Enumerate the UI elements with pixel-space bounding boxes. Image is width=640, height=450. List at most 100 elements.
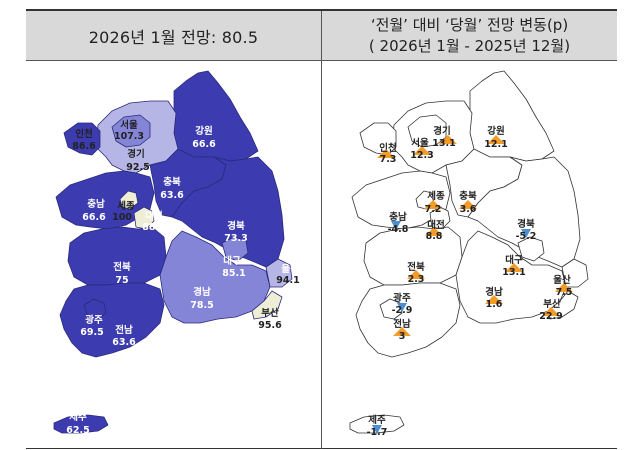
change-gwangju-name: 광주: [393, 292, 411, 304]
region-daejeon: [133, 206, 155, 230]
label-jeonbuk-value: 75: [115, 275, 128, 286]
label-gwangju-name: 광주: [85, 314, 103, 326]
up-arrow-icon-seoul: [413, 146, 431, 155]
label-jeonnam-value: 63.6: [112, 337, 136, 348]
up-arrow-icon-gangwon: [487, 135, 505, 144]
up-arrow-icon-chungbuk: [459, 200, 477, 209]
change-sejong-name: 세종: [427, 190, 445, 202]
change-region-chungnam: [351, 170, 451, 230]
region-ulsan: [265, 258, 293, 288]
change-jeonnam-value: 3: [399, 331, 406, 342]
outlook-regions: [53, 70, 293, 434]
up-arrow-icon-incheon: [377, 149, 395, 158]
label-gangwon-value: 66.6: [192, 139, 216, 150]
label-ulsan-name: 울산: [281, 263, 299, 275]
region-daegu: [221, 236, 249, 262]
change-incheon-value: 7.3: [380, 154, 397, 165]
region-gwangju: [83, 298, 107, 320]
region-jeonnam: [59, 282, 165, 358]
change-busan-value: 22.9: [539, 311, 562, 322]
change-gangwon-value: 12.1: [484, 139, 507, 150]
change-seoul-name: 서울: [411, 137, 429, 149]
label-chungbuk-name: 충북: [163, 176, 181, 188]
label-chungnam-name: 충남: [87, 198, 105, 210]
label-chungnam-value: 66.6: [82, 212, 106, 223]
up-arrow-icon-ulsan: [555, 283, 573, 292]
change-daegu-name: 대구: [505, 254, 523, 266]
change-seoul-value: 12.3: [410, 150, 433, 161]
label-jeonbuk-name: 전북: [113, 261, 131, 273]
change-gyeongnam-value: 1.6: [486, 299, 503, 310]
region-chungnam: [55, 170, 155, 230]
label-jeonnam-name: 전남: [115, 324, 133, 336]
up-arrow-icon-gyeonggi: [439, 135, 457, 144]
change-jeju-name: 제주: [368, 414, 386, 426]
label-gyeongnam-name: 경남: [193, 286, 211, 298]
change-busan-name: 부산: [543, 298, 561, 310]
change-map: 서울 12.3 인천 7.3 경기 13.1 강원 12.1 충북 3.6 충남…: [349, 70, 589, 438]
change-daegu-value: 13.1: [502, 267, 525, 278]
label-ulsan-value: 94.1: [276, 275, 299, 286]
down-arrow-icon-chungnam: [391, 221, 401, 230]
change-region-gwangju: [379, 298, 403, 320]
change-region-incheon: [359, 122, 397, 156]
up-arrow-icon-busan: [542, 307, 560, 316]
change-labels: 서울 12.3 인천 7.3 경기 13.1 강원 12.1 충북 3.6 충남…: [367, 125, 573, 438]
label-busan-name: 부산: [261, 307, 279, 319]
change-region-gangwon: [467, 70, 555, 162]
label-gyeongbuk-value: 73.3: [224, 233, 247, 244]
label-jeju-value: 62.5: [66, 425, 89, 436]
change-sejong-value: 7.2: [425, 204, 442, 215]
change-chungnam-name: 충남: [389, 211, 407, 223]
change-daejeon-name: 대전: [427, 219, 444, 231]
label-sejong-value: 100: [112, 212, 132, 223]
label-incheon-value: 86.6: [72, 141, 96, 152]
up-arrow-icon-jeonnam: [393, 327, 411, 336]
label-gyeongnam-value: 78.5: [190, 300, 213, 311]
label-gangwon-name: 강원: [195, 125, 212, 137]
change-region-jeonnam: [355, 282, 461, 358]
change-gyeongbuk-name: 경북: [517, 218, 535, 230]
change-region-jeju: [349, 414, 405, 434]
label-daejeon-value: 88.8: [142, 222, 166, 233]
change-chungbuk-value: 3.6: [460, 204, 477, 215]
change-chungnam-value: -4.8: [388, 224, 409, 235]
region-incheon: [63, 122, 101, 156]
label-jeju-name: 제주: [69, 411, 87, 423]
label-daegu-name: 대구: [223, 255, 241, 267]
label-incheon-name: 인천: [75, 129, 92, 140]
down-arrow-icon-gyeongbuk: [521, 229, 531, 238]
change-gangwon-name: 강원: [487, 125, 504, 137]
right-title-line2: ( 2026년 1월 - 2025년 12월): [368, 37, 571, 55]
change-gyeonggi-value: 13.1: [432, 138, 455, 149]
change-jeonnam-name: 전남: [393, 318, 411, 330]
region-seoul: [111, 114, 151, 148]
up-arrow-icon-jeonbuk: [407, 270, 425, 279]
right-panel-title: ‘전월’ 대비 ‘당월’ 전망 변동(p) ( 2026년 1월 - 2025년…: [322, 11, 617, 61]
change-jeonbuk-name: 전북: [407, 261, 425, 273]
left-panel-title: 2026년 1월 전망: 80.5: [88, 28, 259, 47]
label-gwangju-value: 69.5: [80, 327, 103, 338]
change-gyeongnam-name: 경남: [485, 286, 503, 298]
up-arrow-icon-sejong: [424, 200, 442, 209]
label-daegu-value: 85.1: [222, 268, 245, 279]
region-sejong: [119, 190, 139, 210]
label-seoul-name: 서울: [120, 119, 138, 131]
outlook-map: 서울 107.3 인천 86.6 경기 92.5 강원 66.6 충북 63.6…: [53, 70, 300, 436]
change-gyeongbuk-value: -5.2: [516, 231, 537, 242]
change-ulsan-name: 울산: [553, 274, 571, 286]
label-chungbuk-value: 63.6: [160, 190, 184, 201]
figure-frame: 2026년 1월 전망: 80.5 ‘전월’ 대비 ‘당월’ 전망 변동(p) …: [26, 9, 617, 449]
label-gyeonggi-name: 경기: [127, 148, 144, 160]
change-arrows: [372, 135, 573, 434]
up-arrow-icon-daejeon: [425, 227, 443, 236]
region-jeju: [53, 414, 109, 434]
label-busan-value: 95.6: [258, 320, 282, 331]
change-regions: [349, 70, 589, 434]
change-daejeon-value: 8.8: [426, 231, 443, 242]
change-incheon-name: 인천: [379, 143, 396, 154]
label-sejong-name: 세종: [117, 200, 135, 212]
label-gyeonggi-value: 92.5: [126, 162, 149, 173]
change-chungbuk-name: 충북: [459, 190, 477, 202]
right-title-line1: ‘전월’ 대비 ‘당월’ 전망 변동(p): [370, 16, 569, 34]
